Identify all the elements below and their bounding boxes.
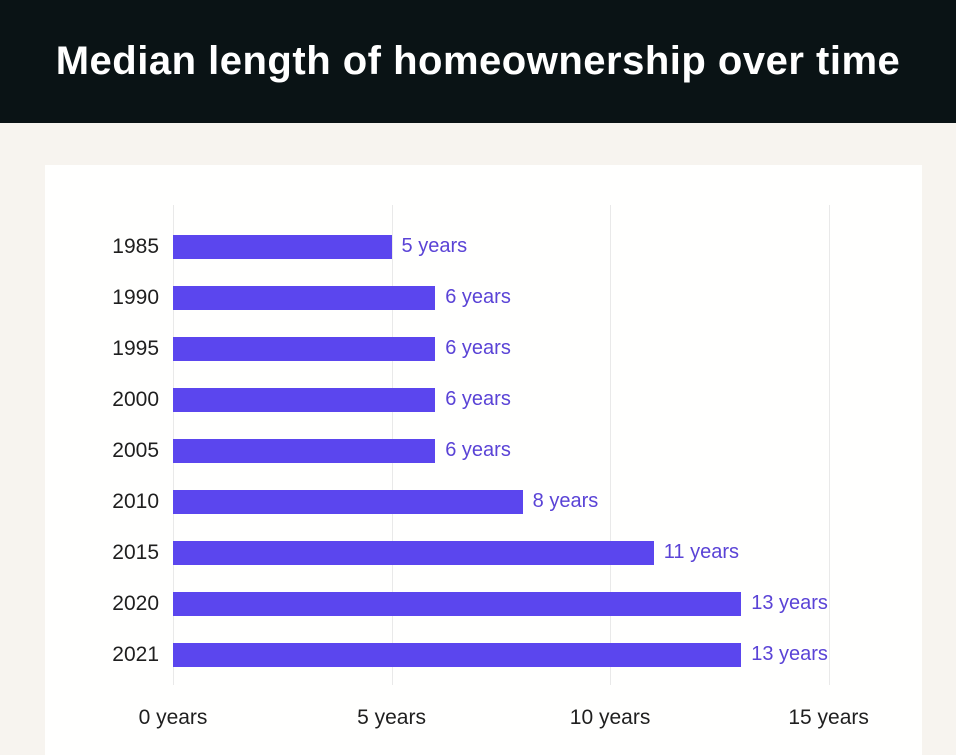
value-label: 8 years [532, 490, 599, 512]
x-tick-label: 5 years [357, 706, 426, 729]
bar-rows: 1985 5 years 1990 6 years 1995 6 years 2000 6 y… [45, 205, 833, 685]
bar [173, 336, 436, 361]
category-label: 2000 [112, 387, 159, 411]
x-tick-label: 0 years [138, 706, 208, 729]
value-label: 6 years [445, 439, 511, 461]
bar-row: 2021 13 years [45, 629, 833, 680]
value-label: 13 years [751, 643, 828, 665]
value-label: 6 years [445, 388, 511, 410]
x-tick-label: 10 years [569, 706, 651, 729]
category-label: 2021 [112, 642, 159, 666]
bar-row: 2015 11 years [45, 527, 833, 578]
title-banner: Median length of homeownership over time [0, 0, 956, 123]
gridline [828, 205, 830, 685]
bar-row: 1985 5 years [45, 221, 833, 272]
category-label: 2005 [112, 438, 159, 462]
x-axis: 0 years 5 years 10 years 15 years [139, 706, 869, 738]
value-label: 11 years [663, 541, 740, 563]
chart-card: 1985 5 years 1990 6 years 1995 6 years 2000 6 y… [45, 165, 922, 755]
bar [173, 438, 436, 463]
bar [173, 489, 523, 514]
value-label: 13 years [751, 592, 828, 614]
x-tick-label: 15 years [788, 706, 869, 729]
value-label: 6 years [445, 337, 511, 359]
category-label: 2010 [112, 489, 159, 513]
bar-track: 6 years [173, 336, 833, 361]
bar-track: 5 years [173, 234, 833, 259]
category-label: 2015 [112, 540, 159, 564]
bar-track: 6 years [173, 387, 833, 412]
bar-row: 2020 13 years [45, 578, 833, 629]
category-label: 2020 [112, 591, 159, 615]
bar-row: 1995 6 years [45, 323, 833, 374]
bar [173, 387, 436, 412]
bar-track: 13 years [173, 642, 833, 667]
gridline [610, 205, 612, 685]
value-label: 5 years [401, 235, 468, 257]
bar [173, 540, 654, 565]
bar-track: 6 years [173, 438, 833, 463]
page-title: Median length of homeownership over time [55, 39, 901, 83]
bar [173, 285, 436, 310]
category-label: 1990 [112, 285, 159, 309]
bar-track: 13 years [173, 591, 833, 616]
bar-row: 2005 6 years [45, 425, 833, 476]
bar-track: 11 years [173, 540, 833, 565]
value-label: 6 years [445, 286, 511, 308]
bar-track: 6 years [173, 285, 833, 310]
category-label: 1985 [112, 234, 159, 258]
bar-row: 2010 8 years [45, 476, 833, 527]
bar [173, 591, 742, 616]
bar [173, 642, 742, 667]
bar-row: 1990 6 years [45, 272, 833, 323]
bar-row: 2000 6 years [45, 374, 833, 425]
bar-track: 8 years [173, 489, 833, 514]
category-label: 1995 [112, 336, 159, 360]
bar [173, 234, 392, 259]
